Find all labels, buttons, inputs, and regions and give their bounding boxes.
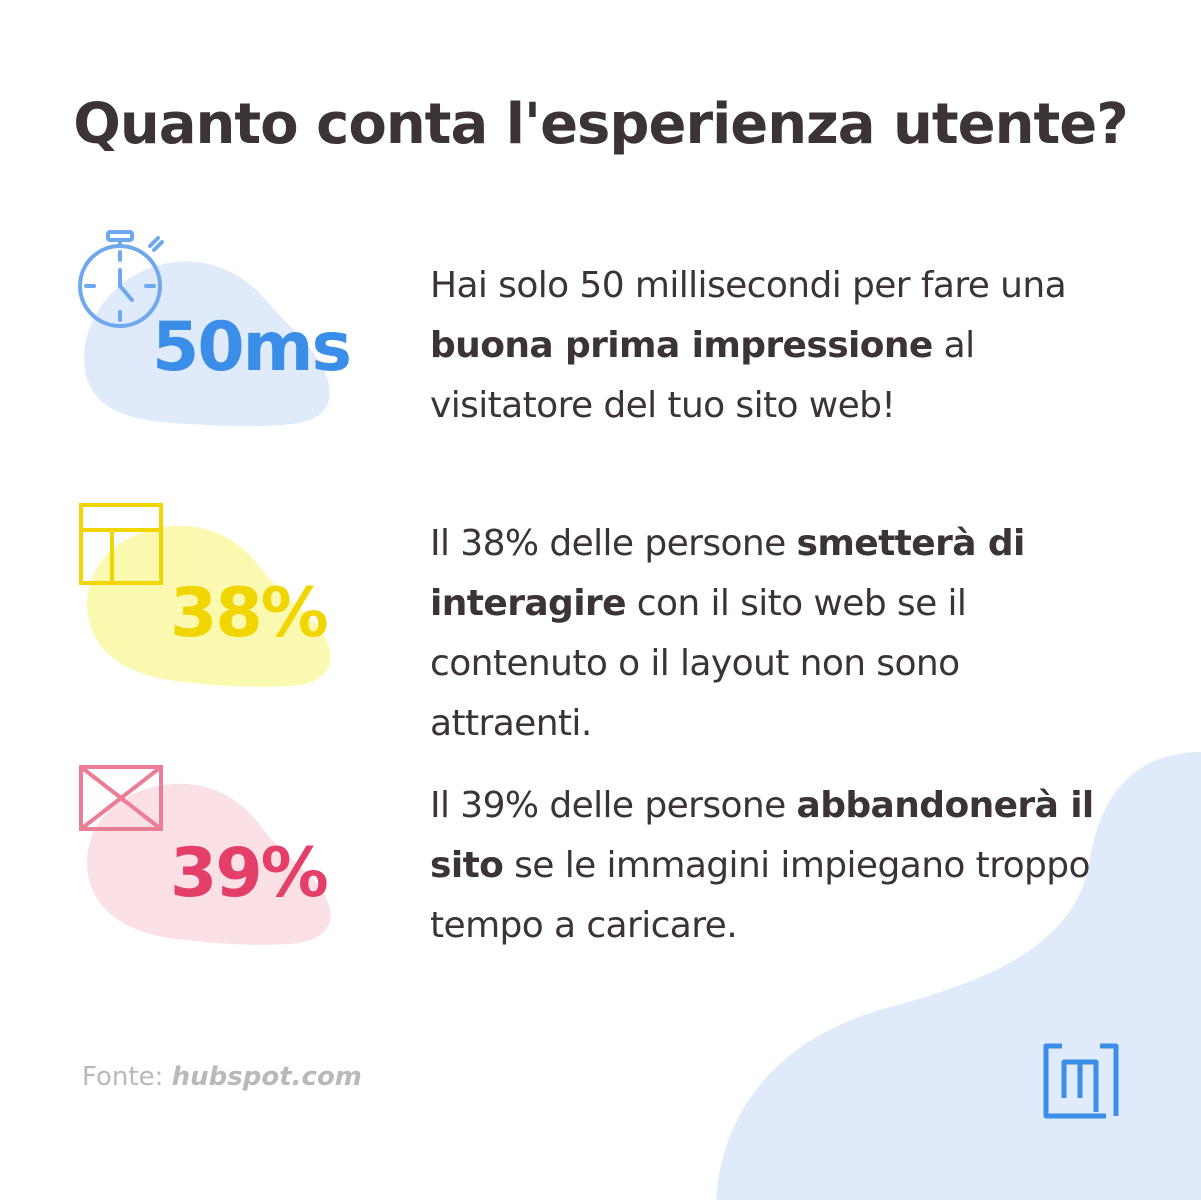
stat-text-bold: abbandonerà il sito [430,785,1094,886]
stat-text: al visitatore del tuo sito web! [430,325,975,426]
stat-description: Hai solo 50 millisecondi per fare una bu… [430,256,1080,436]
stat-text: con il sito web se il contenuto o il lay… [430,583,967,744]
blue-blob-decoration [84,261,330,427]
pink-blob-decoration [87,783,331,945]
stat-text: se le immagini impiegano troppo tempo a … [430,845,1091,946]
stopwatch-icon [78,230,164,328]
stat-row-50ms: 50ms Hai solo 50 millisecondi per fare u… [0,226,1201,486]
brand-logo-icon [1043,1043,1119,1119]
stat-value: 50ms [152,308,352,387]
stat-text: Il 39% delle persone [430,785,797,826]
stat-text-bold: smetterà di interagire [430,523,1025,624]
image-placeholder-icon [79,765,163,831]
stat-row-39: 39% Il 39% delle persone abbandonerà il … [0,762,1201,1022]
stat-value: 38% [170,574,329,653]
source-credit: Fonte: hubspot.com [82,1062,362,1092]
source-label: Fonte: [82,1062,164,1092]
stat-text: Hai solo 50 millisecondi per fare una [430,265,1067,306]
page-title: Quanto conta l'esperienza utente? [73,92,1128,157]
stat-row-38: 38% Il 38% delle persone smetterà di int… [0,500,1201,760]
stat-value: 39% [170,834,329,913]
stat-text: Il 38% delle persone [430,523,797,564]
yellow-blob-decoration [87,525,331,687]
layout-icon [79,503,163,585]
stat-description: Il 38% delle persone smetterà di interag… [430,514,1130,754]
stat-description: Il 39% delle persone abbandonerà il sito… [430,776,1110,956]
source-site: hubspot.com [171,1062,362,1092]
stat-text-bold: buona prima impressione [430,325,933,366]
